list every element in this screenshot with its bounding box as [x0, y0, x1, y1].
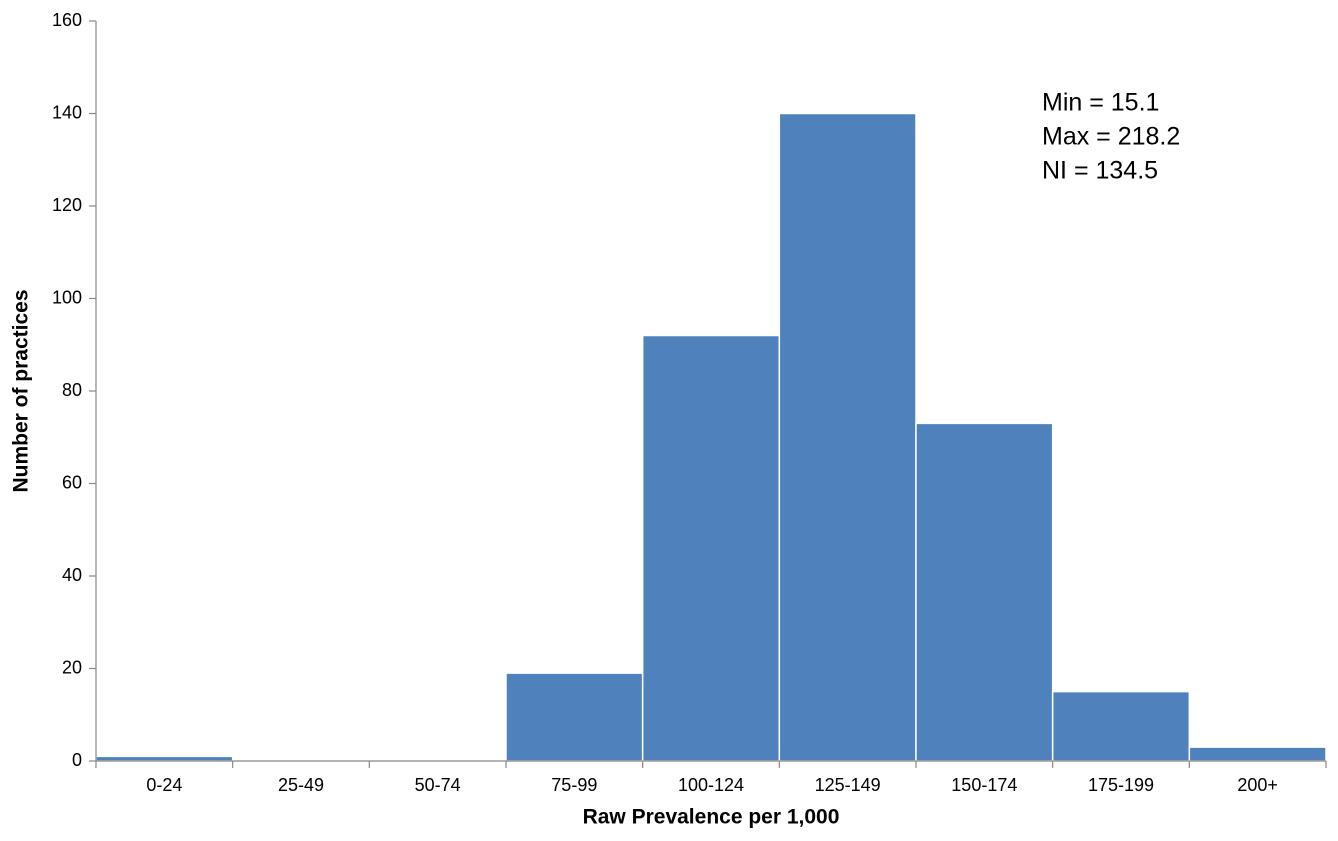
- y-tick-label: 0: [72, 750, 82, 770]
- x-tick-label: 125-149: [815, 775, 881, 795]
- y-tick-label: 120: [52, 195, 82, 215]
- x-tick-label: 100-124: [678, 775, 744, 795]
- y-tick-label: 40: [62, 565, 82, 585]
- bar: [505, 672, 644, 762]
- y-tick-label: 20: [62, 657, 82, 677]
- annotation: NI = 134.5: [1042, 157, 1158, 185]
- bar: [95, 755, 234, 762]
- x-tick-label: 75-99: [551, 775, 597, 795]
- y-tick-label: 140: [52, 102, 82, 122]
- bar: [641, 334, 781, 762]
- x-tick-label: 0-24: [146, 775, 182, 795]
- bar: [1188, 746, 1327, 762]
- y-tick-label: 60: [62, 472, 82, 492]
- bar: [778, 112, 917, 762]
- x-tick-label: 200+: [1237, 775, 1278, 795]
- y-tick-label: 160: [52, 10, 82, 30]
- annotation: Min = 15.1: [1042, 89, 1159, 117]
- x-tick-label: 50-74: [415, 775, 461, 795]
- bar: [915, 422, 1054, 762]
- x-axis-title: Raw Prevalence per 1,000: [583, 806, 840, 829]
- y-tick-label: 100: [52, 287, 82, 307]
- bar: [1051, 690, 1191, 762]
- x-tick-label: 175-199: [1088, 775, 1154, 795]
- x-tick-label: 25-49: [278, 775, 324, 795]
- x-tick-label: 150-174: [951, 775, 1017, 795]
- y-axis-title: Number of practices: [10, 289, 33, 492]
- y-tick-label: 80: [62, 380, 82, 400]
- annotation: Max = 218.2: [1042, 123, 1180, 151]
